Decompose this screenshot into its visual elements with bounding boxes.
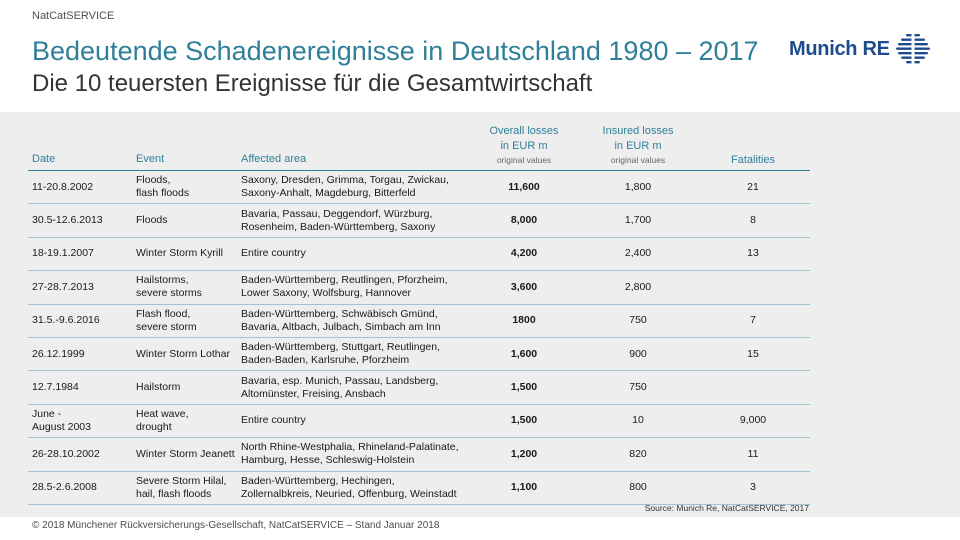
header-fatalities: Fatalities [730, 154, 776, 166]
cell-overall: 1,500 [510, 414, 538, 427]
cell-area: Entire country [241, 247, 306, 260]
cell-event: Severe Storm Hilal, hail, flash floods [136, 474, 227, 500]
cell-insured: 750 [629, 314, 647, 327]
cell-event: Winter Storm Lothar [136, 347, 230, 360]
cell-event: Heat wave, drought [136, 407, 189, 433]
header-overall-line2: in EUR m [500, 140, 548, 152]
header-insured-losses: Insured losses in EUR m original values [588, 124, 688, 166]
table-row: 27-28.7.2013 Hailstorms, severe storms Ba… [28, 271, 810, 305]
cell-area: Baden-Württemberg, Reutlingen, Pforzheim… [241, 274, 448, 300]
table-header: Date Event Affected area Overall losses … [0, 112, 960, 170]
events-table: 11-20.8.2002 Floods, flash floods Saxony,… [28, 170, 810, 505]
cell-overall: 4,200 [510, 247, 538, 260]
header-insured-sub: original values [610, 155, 666, 165]
cell-insured: 2,400 [624, 247, 652, 260]
cell-event: Hailstorm [136, 381, 181, 394]
cell-insured: 1,800 [624, 180, 652, 193]
cell-date: 12.7.1984 [32, 381, 79, 394]
logo-text: Munich RE [789, 37, 890, 60]
header-date: Date [32, 153, 56, 165]
cell-area: Bavaria, Passau, Deggendorf, Würzburg, Ro… [241, 207, 436, 233]
cell-fatalities: 3 [750, 481, 756, 494]
cell-fatalities [703, 271, 803, 303]
cell-event: Winter Storm Jeanett [136, 447, 235, 460]
table-row: 12.7.1984 Hailstorm Bavaria, esp. Munich… [28, 371, 810, 405]
cell-fatalities: 15 [747, 347, 759, 360]
cell-overall: 1,200 [510, 447, 538, 460]
cell-area: Saxony, Dresden, Grimma, Torgau, Zwickau… [241, 174, 449, 200]
table-row: 28.5-2.6.2008 Severe Storm Hilal, hail, f… [28, 472, 810, 505]
cell-insured: 900 [629, 347, 647, 360]
cell-event: Hailstorms, severe storms [136, 274, 202, 300]
cell-event: Winter Storm Kyrill [136, 247, 223, 260]
cell-overall: 8,000 [510, 214, 538, 227]
cell-date: 31.5.-9.6.2016 [32, 314, 100, 327]
cell-overall: 1,500 [510, 381, 538, 394]
cell-overall: 1,600 [510, 347, 538, 360]
table-row: 26.12.1999 Winter Storm Lothar Baden-Wür… [28, 338, 810, 372]
header-insured-line2: in EUR m [614, 140, 662, 152]
header-overall-sub: original values [496, 155, 552, 165]
header-overall-line1: Overall losses [489, 125, 559, 137]
header-affected-area: Affected area [241, 153, 307, 165]
cell-fatalities: 7 [750, 314, 756, 327]
cell-area: Entire country [241, 414, 306, 427]
cell-area: Baden-Württemberg, Schwäbisch Gmünd, Bava… [241, 307, 441, 333]
cell-overall: 1800 [512, 314, 536, 327]
header-insured-line1: Insured losses [602, 125, 674, 137]
page-title: Bedeutende Schadenereignisse in Deutschl… [32, 36, 759, 66]
cell-date: 11-20.8.2002 [32, 180, 94, 193]
cell-insured: 1,700 [624, 214, 652, 227]
cell-fatalities: 8 [750, 214, 756, 227]
cell-area: Baden-Württemberg, Stuttgart, Reutlingen… [241, 341, 441, 367]
cell-area: North Rhine-Westphalia, Rhineland-Palati… [241, 441, 459, 467]
copyright-footer: © 2018 Münchener Rückversicherungs-Gesel… [32, 520, 440, 531]
cell-insured: 2,800 [624, 280, 652, 293]
cell-date: 27-28.7.2013 [32, 280, 94, 293]
cell-fatalities: 11 [747, 447, 759, 460]
cell-date: June - August 2003 [32, 407, 91, 433]
table-row: June - August 2003 Heat wave, drought Enti… [28, 405, 810, 439]
cell-date: 26-28.10.2002 [32, 447, 100, 460]
cell-overall: 11,600 [508, 180, 540, 193]
cell-date: 30.5-12.6.2013 [32, 214, 103, 227]
munich-re-logo-icon [895, 33, 930, 65]
page-subtitle: Die 10 teuersten Ereignisse für die Gesa… [32, 70, 593, 97]
header-event: Event [136, 153, 165, 165]
cell-overall: 1,100 [510, 481, 538, 494]
table-row: 26-28.10.2002 Winter Storm Jeanett North… [28, 438, 810, 472]
table-row: 18-19.1.2007 Winter Storm Kyrill Entire … [28, 238, 810, 272]
cell-fatalities: 13 [747, 247, 759, 260]
cell-insured: 820 [629, 447, 647, 460]
cell-fatalities: 9,000 [739, 414, 767, 427]
cell-insured: 750 [629, 381, 647, 394]
cell-insured: 10 [632, 414, 644, 427]
brand-label: NatCatSERVICE [32, 10, 115, 22]
table-row: 31.5.-9.6.2016 Flash flood, severe storm … [28, 305, 810, 338]
cell-event: Floods [136, 214, 168, 227]
cell-date: 28.5-2.6.2008 [32, 481, 97, 494]
header-overall-losses: Overall losses in EUR m original values [474, 124, 574, 166]
cell-fatalities [703, 371, 803, 403]
cell-area: Baden-Württemberg, Hechingen, Zollernalbk… [241, 474, 457, 500]
cell-overall: 3,600 [510, 280, 538, 293]
cell-fatalities: 21 [747, 180, 759, 193]
cell-event: Flash flood, severe storm [136, 307, 197, 333]
source-note: Source: Munich Re, NatCatSERVICE, 2017 [644, 503, 809, 513]
table-row: 30.5-12.6.2013 Floods Bavaria, Passau, D… [28, 204, 810, 238]
cell-date: 26.12.1999 [32, 347, 85, 360]
cell-area: Bavaria, esp. Munich, Passau, Landsberg,… [241, 374, 439, 400]
cell-insured: 800 [629, 481, 647, 494]
cell-event: Floods, flash floods [136, 174, 190, 200]
table-row: 11-20.8.2002 Floods, flash floods Saxony,… [28, 171, 810, 205]
table-panel [0, 112, 960, 517]
munich-re-logo: Munich RE [789, 33, 930, 65]
cell-date: 18-19.1.2007 [32, 247, 94, 260]
